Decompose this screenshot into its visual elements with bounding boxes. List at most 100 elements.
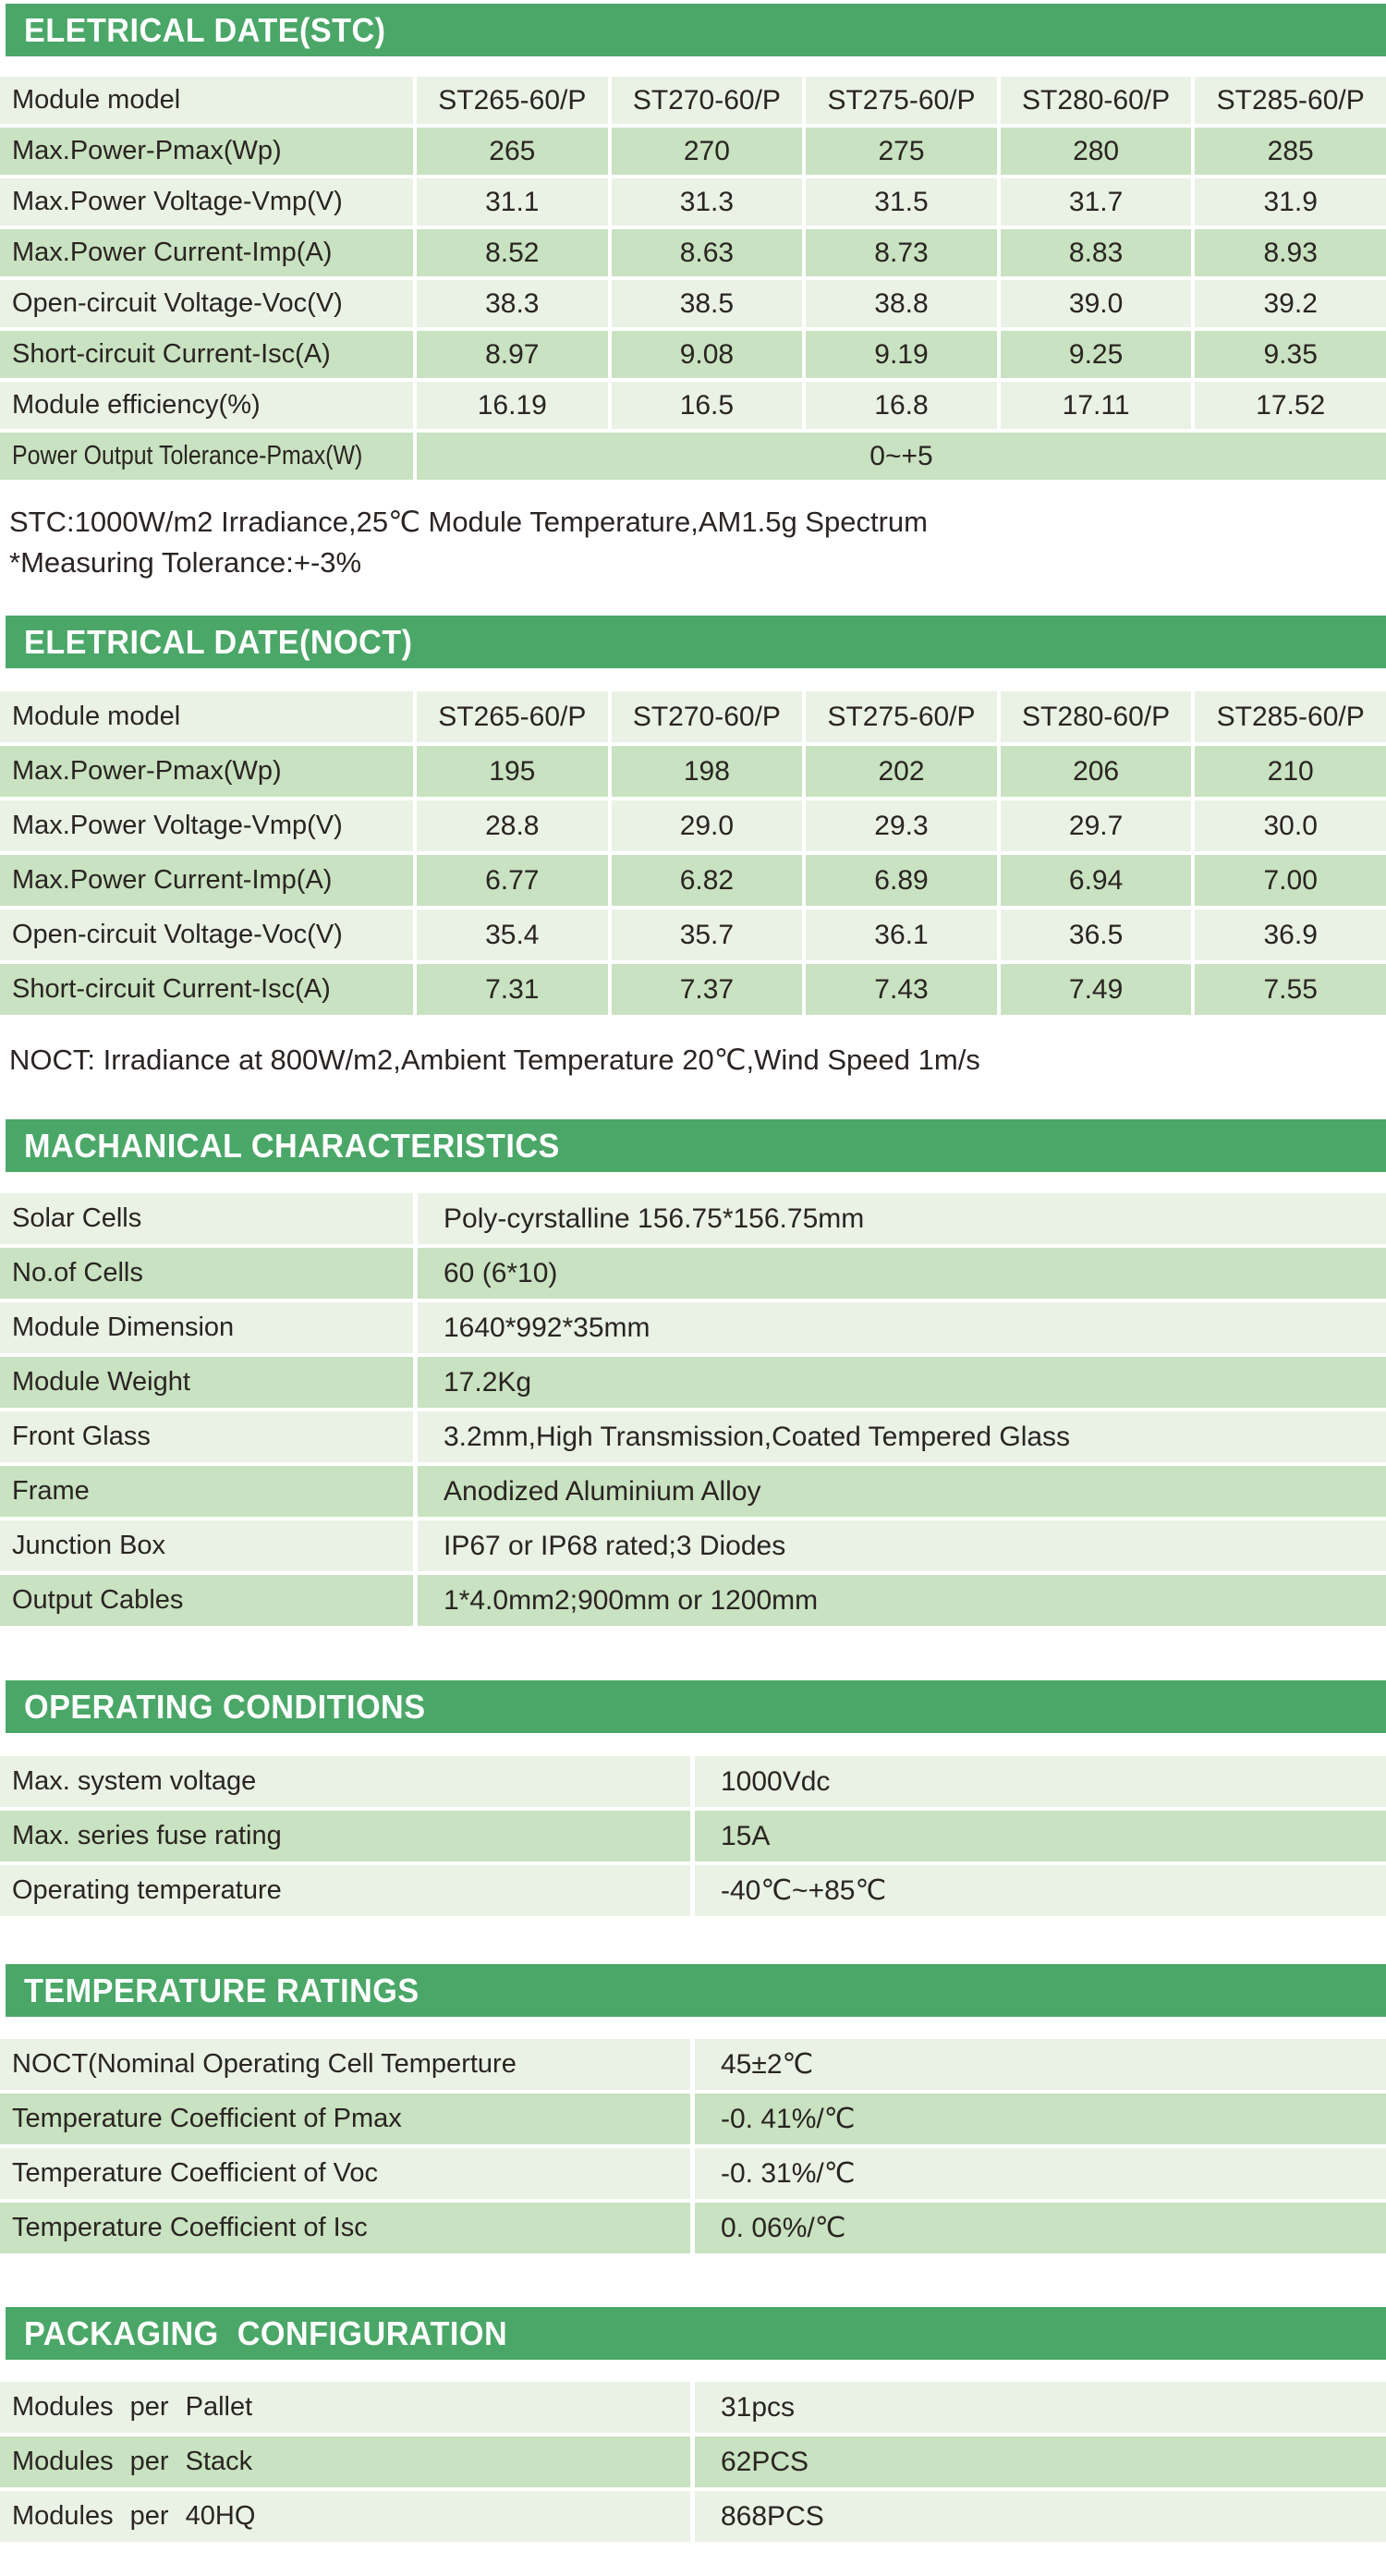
section-banner-mechanical: MACHANICAL CHARACTERISTICS: [6, 1119, 1386, 1172]
stc-cell: 285: [1195, 128, 1386, 175]
mech-row-value: 3.2mm,High Transmission,Coated Tempered …: [418, 1411, 1386, 1462]
section-title-noct: ELETRICAL DATE(NOCT): [24, 622, 413, 661]
mech-row-value: 1640*992*35mm: [418, 1302, 1386, 1353]
noct-row-label: Max.Power Voltage-Vmp(V): [0, 800, 413, 851]
stc-cell: 8.63: [611, 229, 803, 276]
noct-column-header: ST275-60/P: [806, 691, 997, 742]
packaging-row-label: Modules per 40HQ: [0, 2491, 690, 2542]
stc-cell: 16.8: [806, 382, 997, 429]
stc-column-header: ST285-60/P: [1195, 77, 1386, 124]
section-banner-stc: ELETRICAL DATE(STC): [6, 4, 1386, 56]
mech-row-value: IP67 or IP68 rated;3 Diodes: [418, 1520, 1386, 1571]
mech-row-label: Frame: [0, 1466, 413, 1517]
packaging-table: Modules per Pallet 31pcs Modules per Sta…: [0, 2382, 1386, 2542]
temperature-row-label: Temperature Coefficient of Voc: [0, 2148, 690, 2199]
stc-row-label: Max.Power Current-Imp(A): [0, 229, 413, 276]
noct-column-header: ST270-60/P: [611, 691, 803, 742]
stc-cell: 31.5: [806, 178, 997, 226]
stc-cell: 31.7: [1000, 178, 1192, 226]
stc-cell: 38.5: [611, 280, 803, 327]
noct-notes: NOCT: Irradiance at 800W/m2,Ambient Temp…: [0, 1040, 1386, 1080]
stc-cell: 38.3: [417, 280, 608, 327]
section-title-temperature: TEMPERATURE RATINGS: [24, 1971, 419, 2009]
noct-row-label: Max.Power Current-Imp(A): [0, 855, 413, 906]
stc-cell: 9.25: [1000, 331, 1192, 378]
stc-cell: 9.08: [611, 331, 803, 378]
mech-row-label: Module Dimension: [0, 1302, 413, 1353]
operating-table: Max. system voltage 1000Vdc Max. series …: [0, 1756, 1386, 1916]
stc-cell: 31.3: [611, 178, 803, 226]
mech-row-label: Front Glass: [0, 1411, 413, 1462]
mech-row-value: 60 (6*10): [418, 1248, 1386, 1299]
temperature-row-value: 45±2℃: [695, 2039, 1386, 2090]
temperature-table: NOCT(Nominal Operating Cell Temperture 4…: [0, 2039, 1386, 2253]
operating-row-label: Max. system voltage: [0, 1756, 690, 1807]
stc-column-header: ST265-60/P: [417, 77, 608, 124]
noct-cell: 7.37: [611, 964, 803, 1015]
noct-cell: 7.31: [417, 964, 608, 1015]
noct-cell: 35.7: [611, 910, 803, 960]
noct-column-header: ST285-60/P: [1195, 691, 1386, 742]
stc-note-line-2: *Measuring Tolerance:+-3%: [9, 546, 362, 579]
mech-row-label: Output Cables: [0, 1575, 413, 1626]
stc-note-line-1: STC:1000W/m2 Irradiance,25℃ Module Tempe…: [9, 506, 928, 538]
section-title-packaging: PACKAGING CONFIGURATION: [24, 2314, 508, 2352]
stc-row-label: Max.Power Voltage-Vmp(V): [0, 178, 413, 226]
noct-note-line: NOCT: Irradiance at 800W/m2,Ambient Temp…: [9, 1044, 980, 1076]
section-title-mechanical: MACHANICAL CHARACTERISTICS: [24, 1126, 560, 1165]
stc-row-label: Module efficiency(%): [0, 382, 413, 429]
stc-cell: 31.1: [417, 178, 608, 226]
stc-cell: 8.93: [1195, 229, 1386, 276]
section-banner-noct: ELETRICAL DATE(NOCT): [6, 616, 1386, 668]
noct-row-label: Short-circuit Current-Isc(A): [0, 964, 413, 1015]
mech-row-label: No.of Cells: [0, 1248, 413, 1299]
operating-row-label: Operating temperature: [0, 1865, 690, 1916]
stc-cell: 8.83: [1000, 229, 1192, 276]
section-banner-packaging: PACKAGING CONFIGURATION: [6, 2307, 1386, 2360]
section-title-operating: OPERATING CONDITIONS: [24, 1687, 426, 1726]
mech-row-value: Anodized Aluminium Alloy: [418, 1466, 1386, 1517]
stc-notes: STC:1000W/m2 Irradiance,25℃ Module Tempe…: [0, 502, 1386, 583]
stc-cell: 265: [417, 128, 608, 175]
noct-column-header: ST265-60/P: [417, 691, 608, 742]
temperature-row-label: Temperature Coefficient of Pmax: [0, 2094, 690, 2144]
stc-column-header: ST275-60/P: [806, 77, 997, 124]
noct-cell: 7.43: [806, 964, 997, 1015]
mech-row-value: 1*4.0mm2;900mm or 1200mm: [418, 1575, 1386, 1626]
noct-cell: 36.5: [1000, 910, 1192, 960]
operating-row-value: 15A: [695, 1811, 1386, 1862]
operating-row-value: -40℃~+85℃: [695, 1865, 1386, 1916]
noct-row-label: Max.Power-Pmax(Wp): [0, 746, 413, 797]
noct-cell: 206: [1000, 746, 1192, 797]
stc-row-label: Short-circuit Current-Isc(A): [0, 331, 413, 378]
stc-cell: 16.19: [417, 382, 608, 429]
noct-row-label: Open-circuit Voltage-Voc(V): [0, 910, 413, 960]
temperature-row-value: -0. 41%/℃: [695, 2094, 1386, 2144]
noct-cell: 6.77: [417, 855, 608, 906]
stc-cell: 8.97: [417, 331, 608, 378]
stc-column-header: ST270-60/P: [611, 77, 803, 124]
stc-cell: 39.2: [1195, 280, 1386, 327]
noct-cell: 6.94: [1000, 855, 1192, 906]
mech-row-label: Solar Cells: [0, 1193, 413, 1244]
packaging-row-label: Modules per Pallet: [0, 2382, 690, 2433]
mech-row-label: Module Weight: [0, 1357, 413, 1408]
stc-cell: 8.73: [806, 229, 997, 276]
stc-cell: 9.19: [806, 331, 997, 378]
noct-cell: 30.0: [1195, 800, 1386, 851]
noct-cell: 29.3: [806, 800, 997, 851]
stc-cell: 17.52: [1195, 382, 1386, 429]
stc-row-label: Max.Power-Pmax(Wp): [0, 128, 413, 175]
operating-row-label: Max. series fuse rating: [0, 1811, 690, 1862]
noct-cell: 29.0: [611, 800, 803, 851]
noct-cell: 6.89: [806, 855, 997, 906]
stc-cell: 270: [611, 128, 803, 175]
stc-cell: 31.9: [1195, 178, 1386, 226]
packaging-row-label: Modules per Stack: [0, 2436, 690, 2487]
noct-cell: 6.82: [611, 855, 803, 906]
noct-cell: 35.4: [417, 910, 608, 960]
stc-cell: 38.8: [806, 280, 997, 327]
noct-column-header: ST280-60/P: [1000, 691, 1192, 742]
stc-cell: 16.5: [611, 382, 803, 429]
